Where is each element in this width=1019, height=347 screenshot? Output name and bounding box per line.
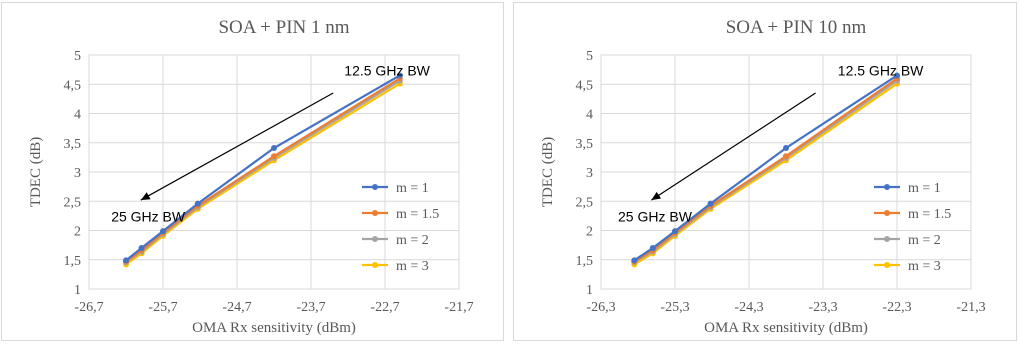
- annotation-arrow-head: [651, 191, 662, 201]
- legend-swatch-marker: [372, 210, 378, 216]
- data-point: [396, 72, 403, 79]
- series-line: [633, 82, 898, 266]
- legend-entry: m = 1: [396, 181, 429, 196]
- annotation-label: 12.5 GHz BW: [838, 62, 924, 78]
- y-tick-label: 2: [74, 225, 81, 240]
- y-tick-label: 4,5: [576, 78, 594, 93]
- x-tick-label: -26,7: [74, 300, 103, 315]
- y-tick-label: 2,5: [576, 195, 594, 210]
- chart-svg: SOA + PIN 10 nm -26,3 -25,3 -24,3 -23,3 -22,3…: [540, 17, 986, 336]
- data-point: [631, 257, 638, 264]
- data-point: [160, 228, 166, 235]
- y-tick-label: 5: [586, 49, 593, 64]
- legend-swatch-marker: [372, 236, 378, 242]
- x-tick-label: -24,7: [222, 300, 251, 315]
- x-tick-label: -21,7: [444, 300, 473, 315]
- legend-swatch-marker: [884, 210, 890, 216]
- data-point: [783, 145, 789, 152]
- y-tick-label: 1,5: [64, 254, 82, 269]
- legend-swatch-marker: [372, 262, 378, 268]
- data-point: [271, 153, 277, 160]
- y-tick-label: 1: [586, 283, 593, 298]
- y-tick-label: 4: [74, 108, 81, 123]
- x-axis-label: OMA Rx sensitivity (dBm): [704, 320, 868, 336]
- y-axis-label: TDEC (dB): [540, 137, 556, 207]
- annotation-label: 25 GHz BW: [111, 209, 186, 225]
- legend-swatch-marker: [884, 184, 890, 190]
- data-point: [894, 72, 900, 79]
- annotation-arrow-head: [140, 192, 151, 201]
- annotation-arrow-line: [140, 92, 334, 201]
- data-point: [707, 200, 714, 207]
- chart-panel-sensitivity-10nm: SOA + PIN 10 nm -26,3 -25,3 -24,3 -23,3 -22,3…: [513, 2, 1017, 341]
- data-point: [271, 145, 277, 152]
- x-tick-label: -26,3: [586, 300, 615, 315]
- legend-swatch-marker: [372, 184, 378, 190]
- y-axis-label: TDEC (dB): [28, 137, 44, 207]
- legend-entry: m = 1.5: [396, 207, 439, 222]
- y-tick-label: 3: [74, 166, 81, 181]
- data-point: [194, 200, 201, 207]
- legend-entry: m = 3: [396, 259, 429, 274]
- annotation-arrow-line: [650, 92, 816, 201]
- series-line: [125, 77, 401, 263]
- y-tick-label: 2,5: [64, 195, 82, 210]
- x-tick-label: -22,3: [882, 300, 911, 315]
- series-line: [125, 74, 401, 262]
- data-point: [649, 245, 656, 252]
- y-tick-label: 1: [74, 283, 81, 298]
- legend-swatch-marker: [884, 262, 890, 268]
- legend-entry: m = 2: [908, 233, 941, 248]
- chart-svg: SOA + PIN 1 nm -26,7 -25,7 -24,7 -23,7 -22,7 -…: [28, 17, 474, 336]
- x-tick-label: -23,3: [808, 300, 837, 315]
- legend-entry: m = 1.5: [908, 207, 951, 222]
- y-tick-label: 4: [586, 108, 593, 123]
- series-line: [633, 74, 898, 262]
- data-point: [783, 153, 789, 160]
- x-tick-label: -23,7: [296, 300, 325, 315]
- y-tick-label: 1,5: [576, 254, 594, 269]
- annotation-label: 12.5 GHz BW: [344, 62, 430, 78]
- y-tick-label: 3,5: [64, 137, 82, 152]
- x-tick-label: -25,7: [148, 300, 177, 315]
- series-line: [125, 82, 401, 266]
- y-tick-label: 4,5: [64, 78, 82, 93]
- x-axis-label: OMA Rx sensitivity (dBm): [192, 320, 356, 336]
- y-tick-label: 5: [74, 49, 81, 64]
- data-point: [672, 228, 678, 235]
- legend-entry: m = 1: [908, 181, 941, 196]
- y-tick-label: 3,5: [576, 137, 594, 152]
- series-line: [633, 77, 898, 263]
- y-tick-label: 2: [586, 225, 593, 240]
- data-point: [138, 245, 145, 252]
- legend-entry: m = 3: [908, 259, 941, 274]
- annotation-label: 25 GHz BW: [618, 209, 693, 225]
- legend-swatch-marker: [884, 236, 890, 242]
- legend-entry: m = 2: [396, 233, 429, 248]
- x-tick-label: -24,3: [734, 300, 763, 315]
- y-tick-label: 3: [586, 166, 593, 181]
- data-point: [123, 257, 129, 264]
- chart-title: SOA + PIN 1 nm: [218, 17, 349, 38]
- x-tick-label: -22,7: [370, 300, 399, 315]
- x-tick-label: -25,3: [660, 300, 689, 315]
- x-tick-label: -21,3: [956, 300, 985, 315]
- chart-panel-sensitivity-1nm: SOA + PIN 1 nm -26,7 -25,7 -24,7 -23,7 -22,7 -…: [1, 2, 504, 341]
- chart-title: SOA + PIN 10 nm: [726, 17, 867, 38]
